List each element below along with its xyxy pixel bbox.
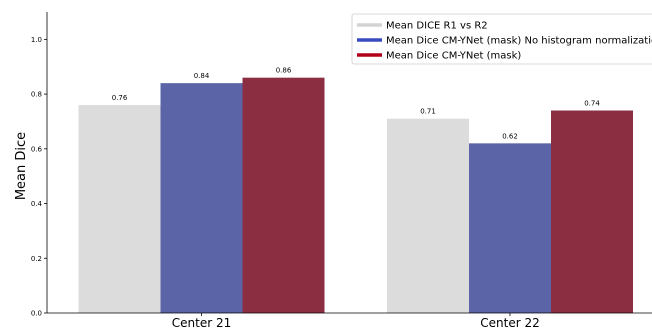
data-label-3-1: 0.86 bbox=[276, 67, 292, 75]
y-tick-label-3: 0.6 bbox=[31, 145, 43, 153]
y-tick-label-0: 0.0 bbox=[31, 310, 42, 318]
y-axis: 0.0 0.2 0.4 0.6 0.8 1.0 bbox=[31, 12, 48, 318]
y-axis-title: Mean Dice bbox=[14, 132, 29, 200]
legend-label-1: Mean DICE R1 vs R2 bbox=[386, 21, 488, 32]
data-label-2-2: 0.62 bbox=[502, 132, 518, 140]
bar-1-2 bbox=[387, 118, 469, 313]
bar-2-2 bbox=[469, 143, 551, 313]
bar-3-2 bbox=[551, 110, 633, 313]
data-label-2-1: 0.84 bbox=[194, 72, 210, 80]
y-tick-label-1: 0.2 bbox=[31, 255, 42, 263]
x-tick-label-1: Center 22 bbox=[480, 316, 539, 329]
x-tick-label-0: Center 21 bbox=[172, 316, 231, 329]
y-tick-label-2: 0.4 bbox=[31, 200, 43, 208]
data-label-1-2: 0.71 bbox=[420, 108, 436, 116]
x-axis: Center 21 Center 22 bbox=[47, 312, 652, 329]
bar-2-1 bbox=[160, 83, 243, 314]
data-labels-group: 0.76 0.84 0.86 0.71 0.62 0.74 bbox=[112, 67, 601, 141]
legend-label-2: Mean Dice CM-YNet (mask) No histogram no… bbox=[386, 36, 652, 47]
data-label-3-2: 0.74 bbox=[584, 100, 600, 108]
legend-box bbox=[351, 13, 652, 65]
bar-3-1 bbox=[242, 77, 325, 313]
bars-group bbox=[78, 77, 633, 314]
legend: Mean DICE R1 vs R2 Mean Dice CM-YNet (mas… bbox=[351, 13, 652, 65]
data-label-1-1: 0.76 bbox=[112, 94, 128, 102]
legend-label-3: Mean Dice CM-YNet (mask) bbox=[386, 51, 521, 62]
bar-1-1 bbox=[78, 105, 161, 313]
y-tick-label-5: 1.0 bbox=[31, 36, 42, 44]
y-tick-label-4: 0.8 bbox=[31, 91, 42, 99]
